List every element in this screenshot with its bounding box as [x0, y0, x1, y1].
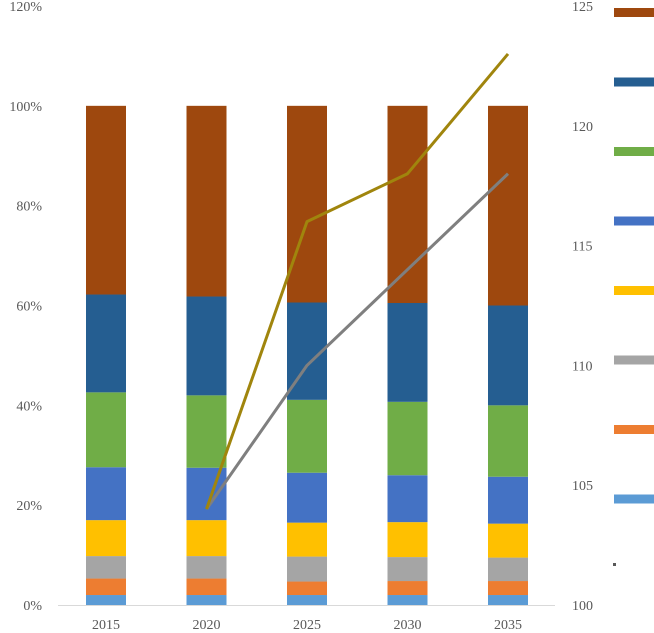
x-tick-label: 2030 — [394, 618, 422, 633]
x-tick-label: 2035 — [494, 618, 522, 633]
bar-segment — [387, 401, 428, 476]
bar-segment — [186, 105, 227, 297]
bar-segment — [287, 472, 327, 523]
bar-segment — [387, 595, 428, 605]
legend-swatch — [614, 355, 654, 365]
y-left-tick-label: 80% — [16, 200, 42, 215]
bar-segment — [287, 105, 327, 303]
y-left-tick-label: 120% — [9, 0, 42, 15]
y-right-tick-label: 120 — [572, 120, 593, 135]
bar-segment — [186, 578, 227, 596]
y-left-tick-label: 100% — [9, 100, 42, 115]
bar-segment — [488, 523, 528, 558]
bar-segment — [186, 296, 227, 396]
legend-swatch — [614, 425, 654, 434]
y-left-tick-label: 20% — [16, 499, 42, 514]
y-right-tick-label: 125 — [572, 0, 593, 15]
bar-segment — [488, 476, 528, 524]
bar-segment — [387, 581, 428, 596]
bar-segment — [287, 581, 327, 596]
bar-segment — [287, 522, 327, 557]
y-left-tick-label: 40% — [16, 399, 42, 414]
bar-segment — [86, 105, 126, 295]
bar-segment — [186, 467, 227, 521]
bar-segment — [488, 105, 528, 306]
y-right-tick-label: 110 — [572, 359, 592, 374]
x-tick-label: 2020 — [193, 618, 221, 633]
bar-segment — [387, 475, 428, 523]
bar-segment — [86, 392, 126, 468]
series-line — [205, 172, 510, 511]
bar-segment — [387, 105, 428, 304]
bar-segment — [186, 595, 227, 605]
bar-segment — [488, 557, 528, 582]
y-right-tick-label: 115 — [572, 240, 592, 255]
bar-segment — [488, 405, 528, 477]
legend-swatch — [614, 147, 654, 156]
legend-swatch — [614, 8, 654, 17]
x-tick-label: 2015 — [92, 618, 120, 633]
bar-segment — [186, 520, 227, 557]
y-left-tick-label: 0% — [23, 599, 42, 614]
bar-segment — [86, 595, 126, 605]
x-tick-label: 2025 — [293, 618, 321, 633]
bar-segment — [488, 581, 528, 596]
bar-segment — [86, 578, 126, 596]
bar-segment — [86, 467, 126, 521]
bar-segment — [387, 557, 428, 582]
bar-segment — [488, 305, 528, 406]
y-right-tick-label: 100 — [572, 599, 593, 614]
bar-segment — [287, 595, 327, 605]
bar-segment — [387, 303, 428, 402]
bar-segment — [287, 556, 327, 582]
bar-segment — [186, 556, 227, 579]
bar-segment — [488, 595, 528, 605]
legend-swatch — [614, 216, 654, 226]
y-left-tick-label: 60% — [16, 300, 42, 315]
legend-marker — [613, 563, 616, 566]
y-right-tick-label: 105 — [572, 479, 593, 494]
legend-swatch — [614, 77, 654, 87]
bar-segment — [86, 520, 126, 557]
bar-segment — [387, 522, 428, 558]
bar-segment — [186, 395, 227, 468]
bar-segment — [287, 399, 327, 473]
series-line — [205, 52, 510, 510]
bar-segment — [86, 556, 126, 579]
legend-swatch — [614, 286, 654, 295]
bar-segment — [86, 294, 126, 393]
legend-swatch — [614, 494, 654, 504]
